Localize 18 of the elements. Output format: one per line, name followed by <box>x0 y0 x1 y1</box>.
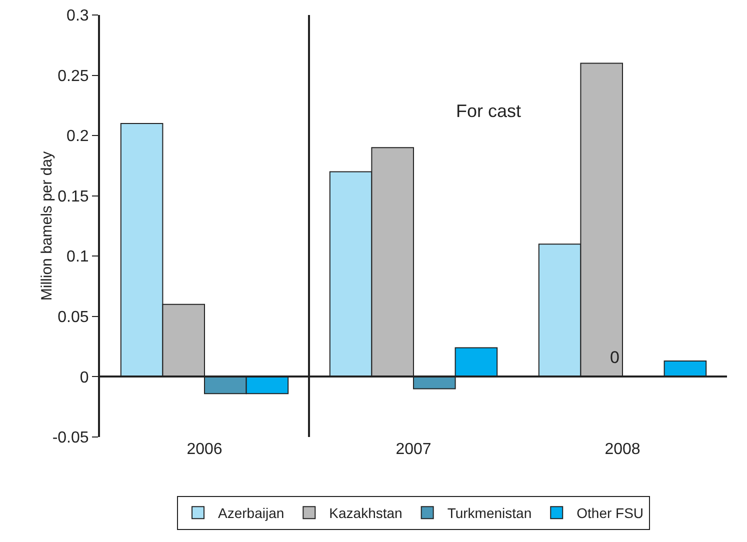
annotation: For cast <box>456 101 522 121</box>
legend-label: Kazakhstan <box>329 505 402 522</box>
x-tick-label: 2007 <box>396 441 432 458</box>
y-tick-label: -0.05 <box>52 430 89 447</box>
y-tick-label: 0.1 <box>66 248 89 266</box>
legend-label: Other FSU <box>576 505 644 522</box>
y-tick-label: 0.15 <box>58 188 89 206</box>
x-tick-label: 2008 <box>604 441 640 458</box>
annotation: 0 <box>610 348 620 367</box>
y-tick-label: 0.05 <box>58 309 89 326</box>
y-tick-label: 0 <box>80 369 89 386</box>
y-tick-label: 0.25 <box>58 68 89 85</box>
y-axis-title: Million bamels per day <box>38 150 56 301</box>
y-tick-label: 0.3 <box>66 8 89 25</box>
legend-label: Azerbaijan <box>218 505 284 522</box>
x-tick-label: 2006 <box>186 441 222 458</box>
legend-label: Turkmenistan <box>447 505 532 522</box>
y-tick-label: 0.2 <box>66 128 89 146</box>
